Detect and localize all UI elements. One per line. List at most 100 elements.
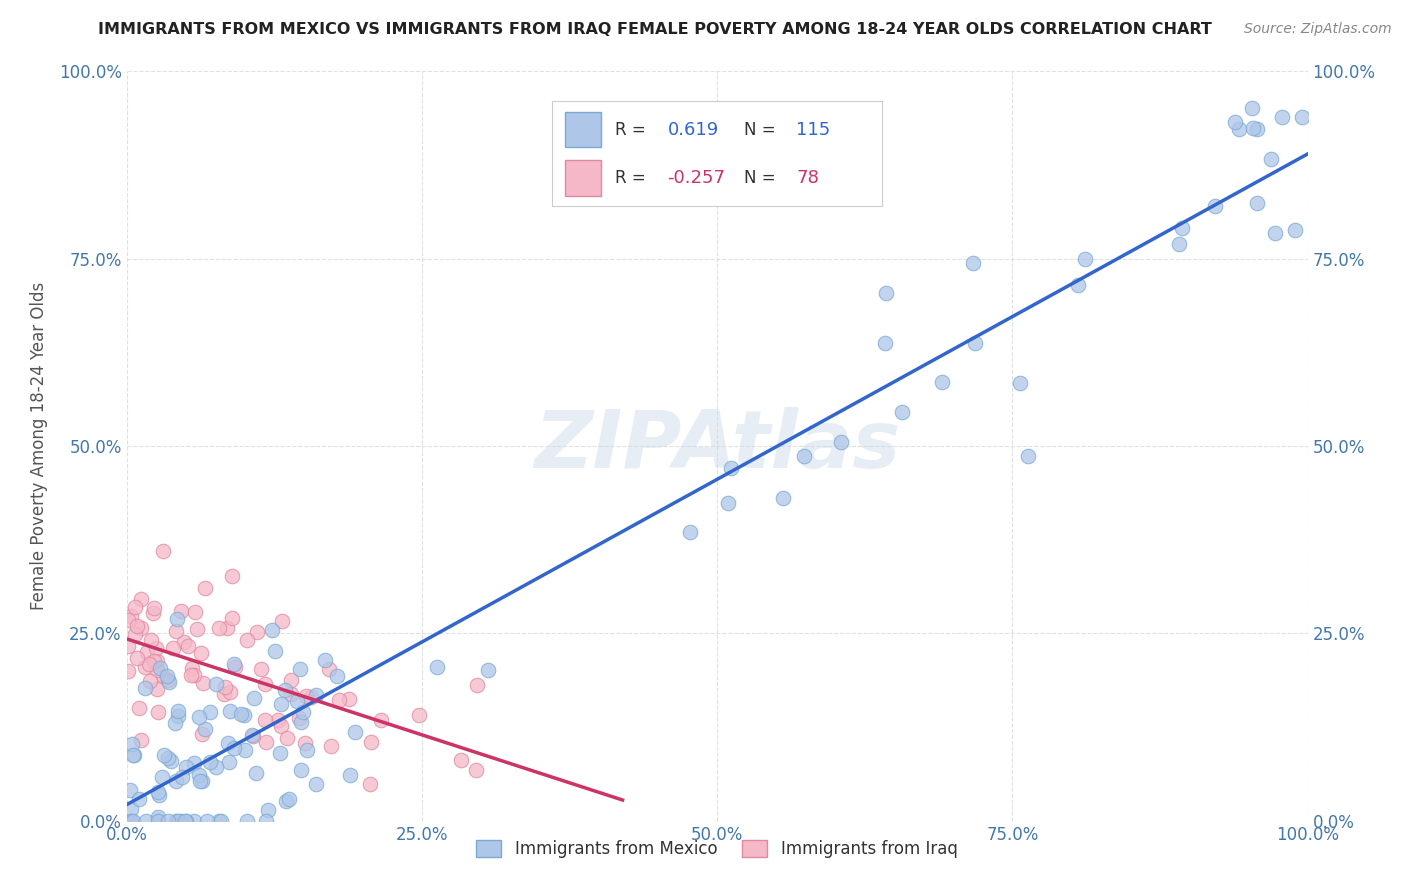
Point [256, 803, 278, 817]
Point [183, 814, 205, 828]
Point [343, 725, 366, 739]
Point [173, 634, 195, 648]
Point [233, 708, 256, 723]
Point [219, 685, 242, 699]
Point [190, 774, 212, 789]
Point [167, 705, 190, 719]
Point [146, 664, 169, 678]
Point [145, 681, 167, 696]
Point [214, 680, 236, 694]
Point [148, 814, 170, 828]
Point [830, 435, 852, 450]
Point [177, 640, 200, 654]
Point [157, 673, 180, 688]
Point [145, 641, 167, 656]
Point [167, 709, 190, 723]
Point [186, 623, 208, 637]
Point [963, 335, 986, 350]
Point [274, 682, 297, 697]
Point [1225, 114, 1247, 128]
Point [370, 713, 392, 727]
Point [249, 662, 271, 676]
Point [170, 814, 193, 828]
Point [174, 814, 197, 828]
Point [873, 336, 896, 351]
Point [125, 651, 148, 665]
Point [1284, 223, 1306, 237]
Point [124, 600, 146, 615]
Point [205, 759, 228, 773]
Point [120, 609, 142, 624]
Point [146, 706, 169, 720]
Point [1168, 237, 1191, 252]
Point [134, 681, 156, 696]
Point [236, 814, 259, 828]
Point [188, 774, 211, 789]
Point [295, 689, 318, 703]
Point [184, 605, 207, 619]
Point [125, 619, 148, 633]
Point [246, 624, 269, 639]
Point [717, 496, 740, 510]
Point [165, 814, 187, 828]
Point [218, 755, 240, 769]
Point [264, 643, 287, 657]
Point [339, 768, 361, 782]
Point [280, 673, 302, 688]
Point [134, 660, 156, 674]
Point [150, 770, 173, 784]
Point [720, 461, 742, 475]
Point [209, 814, 232, 828]
Point [129, 733, 152, 747]
Point [121, 747, 143, 762]
Point [1073, 252, 1095, 267]
Point [146, 654, 169, 668]
Point [318, 662, 340, 676]
Point [245, 766, 267, 780]
Point [135, 645, 157, 659]
Point [188, 768, 211, 782]
Point [465, 763, 488, 777]
Point [120, 814, 142, 828]
Point [156, 751, 179, 765]
Point [274, 794, 297, 808]
Point [128, 701, 150, 715]
Point [117, 664, 139, 678]
Point [256, 735, 278, 749]
Point [166, 814, 188, 828]
Point [1067, 278, 1090, 293]
Point [270, 697, 292, 711]
Point [292, 706, 315, 720]
Point [253, 677, 276, 691]
Point [170, 770, 193, 784]
Point [328, 693, 350, 707]
Point [135, 814, 157, 828]
Point [299, 690, 322, 704]
Point [305, 777, 328, 791]
Point [294, 736, 316, 750]
Point [180, 668, 202, 682]
Point [156, 669, 179, 683]
Point [321, 739, 343, 754]
Point [222, 741, 245, 756]
Point [152, 747, 174, 762]
Point [139, 633, 162, 648]
Point [1291, 110, 1313, 124]
Point [1241, 121, 1264, 136]
Text: IMMIGRANTS FROM MEXICO VS IMMIGRANTS FROM IRAQ FEMALE POVERTY AMONG 18-24 YEAR O: IMMIGRANTS FROM MEXICO VS IMMIGRANTS FRO… [98, 22, 1212, 37]
Point [326, 669, 349, 683]
Point [183, 668, 205, 682]
Point [215, 621, 238, 635]
Point [337, 692, 360, 706]
Point [219, 704, 242, 718]
Point [931, 376, 953, 390]
Point [170, 604, 193, 618]
Point [270, 614, 292, 628]
Point [243, 690, 266, 705]
Point [314, 653, 336, 667]
Point [270, 719, 292, 733]
Point [235, 633, 257, 648]
Point [253, 713, 276, 727]
Point [360, 735, 382, 749]
Point [233, 743, 256, 757]
